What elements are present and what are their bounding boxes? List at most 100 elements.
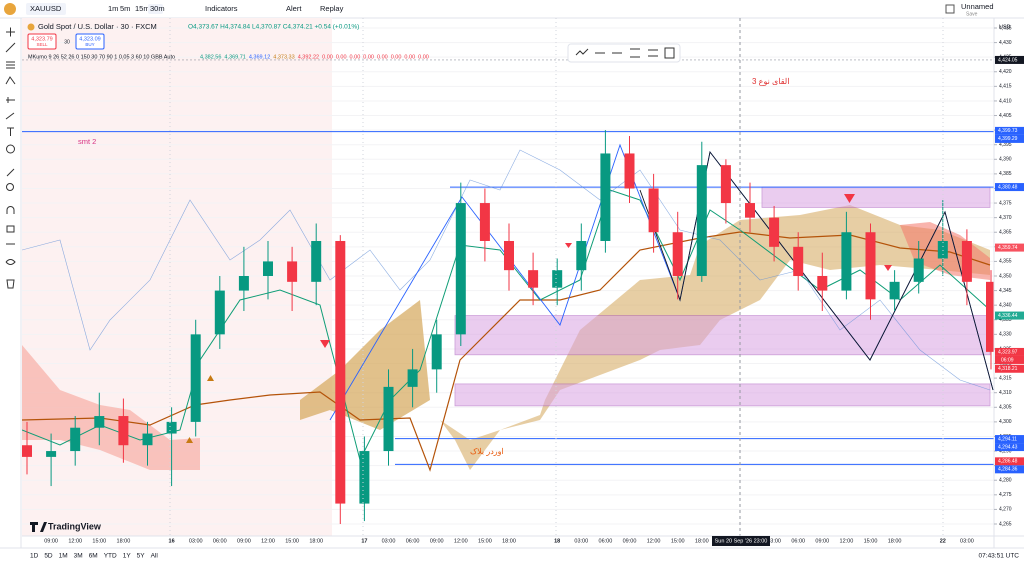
indicators[interactable]: Indicators xyxy=(205,4,238,13)
forecast-tool[interactable] xyxy=(6,97,15,103)
avatar[interactable] xyxy=(4,3,16,15)
interval-group: 1m 5m 15m 30m xyxy=(108,4,165,14)
indicator-value: 0.00 xyxy=(322,54,333,60)
candle-body xyxy=(889,281,900,300)
y-tick-label: 4,345 xyxy=(999,288,1012,294)
x-tick-label: 16 xyxy=(169,538,175,544)
annotation-inducement: القای نوع 3 xyxy=(752,77,789,86)
sell-price[interactable]: 4,323.79 xyxy=(31,36,52,42)
floating-tools[interactable] xyxy=(575,47,675,59)
range-button[interactable]: 1D xyxy=(30,553,39,560)
price-label-box xyxy=(995,347,1024,356)
indicator-value: 0.00 xyxy=(418,54,429,60)
y-tick-label: 4,415 xyxy=(999,84,1012,90)
x-tick-label: 18:00 xyxy=(117,538,131,544)
price-label: 4,318.21 xyxy=(998,366,1018,372)
range-button[interactable]: 5Y xyxy=(137,553,146,560)
x-tick-label: 09:00 xyxy=(237,538,251,544)
interval[interactable]: 5m xyxy=(120,4,130,13)
interval-active[interactable] xyxy=(148,4,163,14)
price-label-box xyxy=(995,443,1024,452)
magnet-tool[interactable] xyxy=(6,206,15,214)
price-label-box xyxy=(995,126,1024,135)
range-button[interactable]: 3M xyxy=(74,553,83,560)
y-tick-label: 4,310 xyxy=(999,390,1012,396)
y-tick-label: 4,270 xyxy=(999,507,1012,513)
sell-signal xyxy=(884,265,892,271)
x-tick-label: 18:00 xyxy=(695,538,709,544)
sell-button[interactable] xyxy=(27,33,57,50)
x-tick-label: 22 xyxy=(940,538,946,544)
interval[interactable]: 30m xyxy=(150,4,165,13)
range-buttons: 1D 5D 1M 3M 6M YTD 1Y 5Y All xyxy=(30,553,158,560)
alert[interactable]: Alert xyxy=(286,4,302,13)
x-tick-label: 18:00 xyxy=(888,538,902,544)
ruler-tool[interactable] xyxy=(6,168,15,177)
y-tick-label: 4,365 xyxy=(999,230,1012,236)
symbol[interactable]: XAUUSD xyxy=(30,4,62,13)
range-button[interactable]: 1Y xyxy=(123,553,132,560)
price-axis xyxy=(994,19,1024,541)
trend-tool[interactable] xyxy=(5,42,16,53)
sell-signal xyxy=(565,243,572,248)
interval[interactable]: 1m xyxy=(108,4,118,13)
interval[interactable]: 15m xyxy=(135,4,150,13)
replay[interactable]: Replay xyxy=(320,4,344,13)
range-button[interactable]: YTD xyxy=(104,553,117,560)
candle-body xyxy=(793,246,804,276)
zone xyxy=(761,186,991,208)
buy-label[interactable]: BUY xyxy=(85,42,94,47)
x-tick-label: 03:00 xyxy=(767,538,781,544)
candle-body xyxy=(696,165,707,276)
range-button[interactable]: 1M xyxy=(59,553,68,560)
candle-body xyxy=(166,421,177,434)
candle-body xyxy=(238,276,249,291)
visibility-tool[interactable] xyxy=(5,259,16,265)
price-label: 4,399.29 xyxy=(998,136,1018,142)
y-tick-label: 4,355 xyxy=(999,259,1012,265)
y-tick-label: 4,410 xyxy=(999,98,1012,104)
price-label: 4,359.74 xyxy=(998,245,1018,251)
zoom-tool[interactable] xyxy=(6,183,14,191)
candles xyxy=(22,130,994,524)
brush-tool[interactable] xyxy=(5,112,15,120)
text-tool[interactable] xyxy=(7,127,14,136)
y-tick-label: 4,420 xyxy=(999,69,1012,75)
y-tick-label: 4,430 xyxy=(999,40,1012,46)
lock-tool[interactable] xyxy=(6,225,15,233)
y-tick-label: 4,385 xyxy=(999,171,1012,177)
spread: 30 xyxy=(64,39,70,45)
range-button[interactable]: All xyxy=(151,553,159,560)
candle-body xyxy=(720,165,731,204)
x-tick-label: 06:00 xyxy=(406,538,420,544)
icon-tool[interactable] xyxy=(6,144,15,154)
x-tick-label: 15:00 xyxy=(285,538,299,544)
buy-button[interactable] xyxy=(75,33,105,50)
range-button[interactable]: 6M xyxy=(89,553,98,560)
delete-tool[interactable] xyxy=(6,279,15,289)
buy-price[interactable]: 4,323.09 xyxy=(79,36,100,42)
candle-body xyxy=(961,240,972,282)
y-tick-label: 4,315 xyxy=(999,375,1012,381)
price-label: 4,286.48 xyxy=(998,459,1018,465)
candle-body xyxy=(455,203,466,335)
layout-name[interactable]: Unnamed xyxy=(961,2,994,11)
pattern-tool[interactable] xyxy=(5,76,16,85)
cursor-tool[interactable] xyxy=(6,27,15,37)
candle-body xyxy=(431,334,442,370)
candle-body xyxy=(913,258,924,282)
checkbox[interactable] xyxy=(945,4,955,14)
range-button[interactable]: 5D xyxy=(44,553,53,560)
top-toolbar xyxy=(0,0,1024,18)
candle-body xyxy=(528,270,539,288)
floating-toolbar xyxy=(567,43,681,63)
y-tick-label: 4,290 xyxy=(999,448,1012,454)
x-tick-label: 15:00 xyxy=(92,538,106,544)
indicator-value: 0.00 xyxy=(363,54,374,60)
save[interactable]: Save xyxy=(966,11,978,17)
candle-body xyxy=(504,240,514,271)
fib-tool[interactable] xyxy=(6,61,15,69)
symbol-box[interactable] xyxy=(26,3,66,15)
sell-label[interactable]: SELL xyxy=(36,42,48,47)
x-tick-label: 18:00 xyxy=(309,538,323,544)
